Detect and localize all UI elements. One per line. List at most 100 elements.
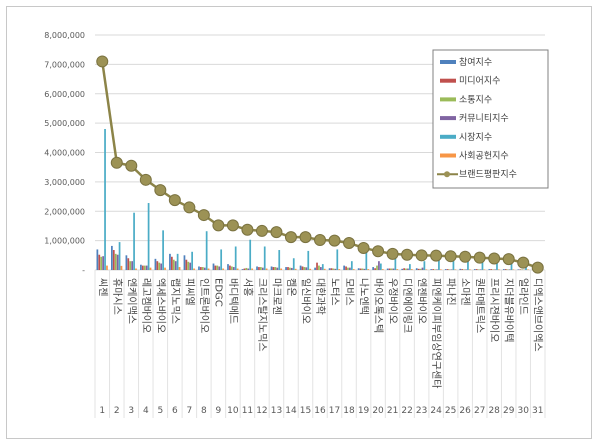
bar-참여지수 [328,268,331,270]
category-label: 우정바이오 [387,278,399,324]
bar-참여지수 [198,266,200,270]
bar-소통지수 [390,268,393,270]
category-rank: 15 [300,406,311,416]
category-label: 엑세스바이오 [154,278,166,333]
bar-시장지수 [104,129,106,270]
category-label: 일신바이오 [299,278,311,324]
category-rank: 13 [271,406,282,416]
bar-커뮤니티지수 [334,268,337,270]
bar-소통지수 [129,261,132,270]
brand-point [255,224,268,237]
category-rank: 4 [143,406,149,416]
bar-미디어지수 [461,269,464,270]
bar-사회공헌지수 [149,267,152,270]
bar-커뮤니티지수 [407,268,409,270]
bar-소통지수 [405,268,407,270]
category-label: 랩지노믹스 [169,278,181,324]
bar-참여지수 [96,249,99,270]
brand-point [328,234,341,247]
category-label: 피씨엘 [183,278,196,306]
category-label: 소마젠 [459,278,471,306]
bar-시장지수 [394,256,397,270]
brand-point [386,247,399,260]
category-label: 켐온 [285,278,297,296]
category-label: 휴마시스 [111,278,123,315]
bar-사회공헌지수 [512,269,515,270]
legend-swatch [440,116,456,121]
legend-label: 소통지수 [459,94,492,105]
brand-point [125,159,138,172]
category-rank: 19 [358,406,370,416]
bar-미디어지수 [156,261,159,270]
bar-사회공헌지수 [527,269,529,270]
category-label: 바이오톡스텍 [372,278,384,333]
bar-사회공헌지수 [135,268,137,270]
legend-marker [444,171,450,178]
bar-사회공헌지수 [178,267,181,270]
bar-사회공헌지수 [236,268,239,270]
y-tick-label: 1,000,000 [44,237,85,246]
y-tick-label: 4,000,000 [44,149,85,158]
bar-사회공헌지수 [483,269,486,270]
bar-소통지수 [434,269,436,270]
category-rank: 7 [186,406,192,416]
bar-소통지수 [172,259,175,270]
bar-커뮤니티지수 [276,267,279,270]
bar-커뮤니티지수 [494,269,496,270]
category-rank: 1 [99,406,105,416]
bar-커뮤니티지수 [349,267,351,270]
bar-참여지수 [444,269,447,270]
bar-참여지수 [401,268,404,270]
category-label: 바디텍메드 [227,278,239,324]
bar-시장지수 [336,249,339,270]
bar-시장지수 [510,262,513,270]
bar-사회공헌지수 [425,269,428,270]
bar-사회공헌지수 [251,268,253,270]
y-tick-label: 2,000,000 [44,207,85,216]
category-rank: 10 [227,406,239,416]
bar-참여지수 [285,267,287,270]
brand-point [473,251,486,264]
bar-사회공헌지수 [396,269,399,270]
bar-미디어지수 [345,266,347,270]
bar-소통지수 [100,256,103,270]
brand-point [343,236,356,249]
brand-point [197,209,210,222]
brand-point [270,226,283,239]
bar-커뮤니티지수 [189,262,192,270]
bar-소통지수 [260,267,262,270]
bar-참여지수 [517,269,520,270]
brand-point [444,250,457,263]
bar-사회공헌지수 [164,267,166,270]
bar-사회공헌지수 [280,268,283,270]
legend-swatch [440,153,456,158]
bar-참여지수 [430,269,433,270]
bar-참여지수 [488,269,491,270]
brand-point [212,219,225,232]
bar-시장지수 [191,251,194,270]
legend-label: 미디어지수 [459,76,500,87]
brand-point [502,253,515,266]
brand-point [314,234,326,247]
bar-시장지수 [350,261,353,270]
bar-사회공헌지수 [381,269,384,270]
bar-시장지수 [452,259,455,270]
bar-미디어지수 [316,262,318,270]
category-label: 크리스탈지노믹스 [256,278,269,352]
bar-참여지수 [314,267,316,270]
bar-미디어지수 [229,265,231,270]
bar-참여지수 [415,268,418,270]
bar-참여지수 [227,264,229,270]
bar-참여지수 [241,269,244,270]
bar-사회공헌지수 [265,268,268,270]
brand-point [357,241,370,254]
bar-커뮤니티지수 [363,268,366,270]
category-label: 서흥 [241,278,254,296]
brand-point [110,156,123,169]
bar-사회공헌지수 [454,269,457,270]
bar-시장지수 [133,212,135,270]
bar-미디어지수 [272,267,275,270]
brand-point [168,194,181,207]
brand-point [154,184,167,197]
